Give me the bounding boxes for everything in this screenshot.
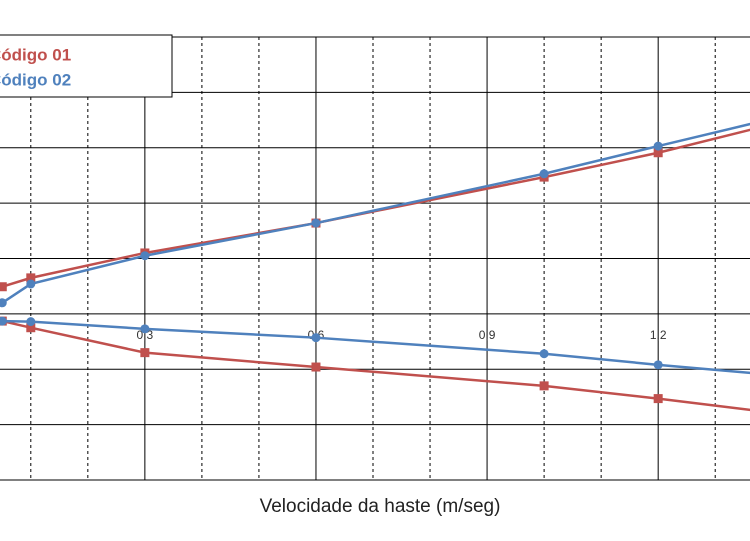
- marker: [140, 251, 150, 261]
- marker: [311, 362, 321, 372]
- grid: 0,30,60,91,2: [0, 36, 750, 481]
- marker: [26, 273, 36, 283]
- marker: [653, 394, 663, 404]
- marker: [653, 141, 663, 151]
- legend-box: [0, 34, 173, 98]
- marker: [539, 169, 549, 179]
- marker: [0, 316, 7, 326]
- x-axis-label: Velocidade da haste (m/seg): [260, 496, 501, 517]
- marker: [539, 349, 549, 359]
- x-tick-label: 0,9: [479, 328, 496, 342]
- marker: [311, 218, 321, 228]
- legend: Código 01 Código 02: [0, 34, 173, 98]
- marker: [653, 360, 663, 370]
- series-line: [1, 319, 750, 412]
- legend-entry: Código 02: [0, 70, 71, 89]
- marker: [0, 282, 7, 292]
- marker: [26, 279, 36, 289]
- marker: [26, 317, 36, 327]
- marker: [140, 348, 150, 358]
- marker: [539, 381, 549, 391]
- marker: [653, 148, 663, 158]
- series-line: [1, 122, 750, 304]
- marker: [26, 323, 36, 333]
- marker: [140, 324, 150, 334]
- plot-area: [0, 122, 750, 412]
- x-tick-label: 1,2: [650, 328, 667, 342]
- x-tick-label: 0,3: [137, 328, 154, 342]
- legend-entry: Código 01: [0, 45, 71, 64]
- marker: [311, 333, 321, 343]
- marker: [0, 298, 7, 308]
- series-line: [1, 128, 750, 288]
